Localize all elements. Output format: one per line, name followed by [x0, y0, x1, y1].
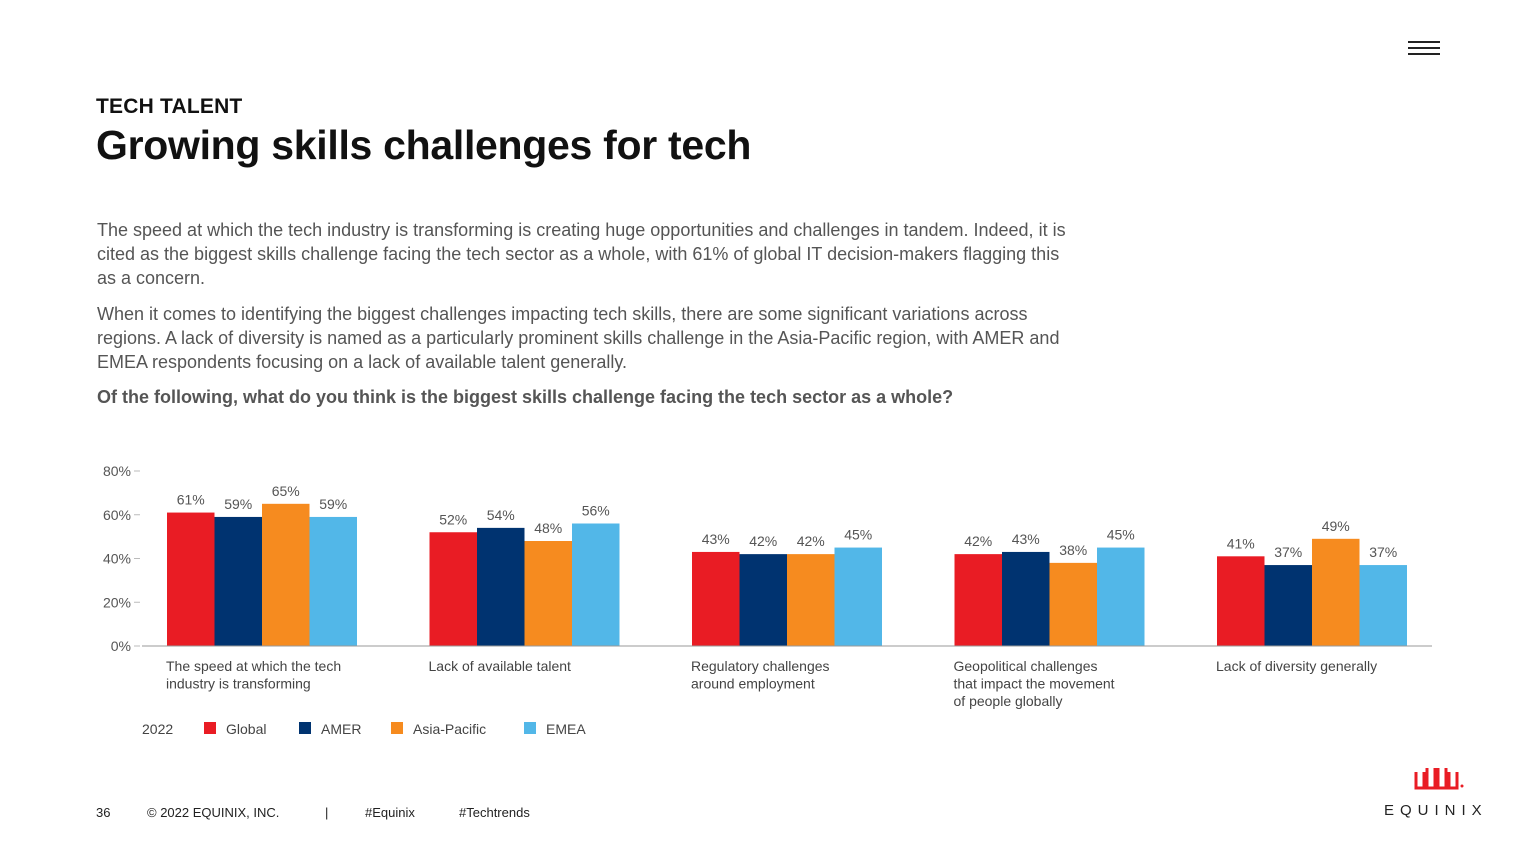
- bar-emea: [1359, 565, 1407, 646]
- hashtag-techtrends[interactable]: #Techtrends: [459, 805, 530, 820]
- category-label: Lack of available talent: [429, 658, 572, 674]
- category-label: Regulatory challenges: [691, 658, 830, 674]
- bar-emea: [834, 547, 882, 646]
- category-label: that impact the movement: [954, 676, 1115, 692]
- bar-global: [1217, 556, 1265, 646]
- bar-value-label: 38%: [1059, 542, 1087, 558]
- equinix-wordmark: EQUINIX: [1384, 802, 1488, 819]
- bar-value-label: 56%: [582, 503, 610, 519]
- bar-value-label: 45%: [844, 527, 872, 543]
- y-tick-label: 60%: [103, 507, 131, 523]
- bar-value-label: 42%: [797, 533, 825, 549]
- y-tick-label: 40%: [103, 551, 131, 567]
- y-tick-label: 80%: [103, 463, 131, 479]
- bar-value-label: 61%: [177, 492, 205, 508]
- bar-emea: [1097, 547, 1145, 646]
- category-label: Geopolitical challenges: [954, 658, 1098, 674]
- bar-value-label: 37%: [1369, 544, 1397, 560]
- bar-asia-pacific: [1312, 538, 1360, 646]
- bar-value-label: 48%: [534, 520, 562, 536]
- legend-swatch: [299, 722, 311, 734]
- intro-paragraph: The speed at which the tech industry is …: [97, 220, 1066, 288]
- bar-global: [429, 532, 477, 646]
- equinix-logo-icon: [1414, 768, 1464, 790]
- legend-swatch: [524, 722, 536, 734]
- bar-asia-pacific: [1049, 562, 1097, 646]
- bar-value-label: 59%: [319, 496, 347, 512]
- bar-value-label: 65%: [272, 483, 300, 499]
- regional-paragraph: When it comes to identifying the biggest…: [97, 304, 1060, 372]
- legend-label: AMER: [321, 721, 361, 737]
- bar-asia-pacific: [524, 541, 572, 646]
- bar-asia-pacific: [262, 503, 310, 646]
- bar-asia-pacific: [787, 554, 835, 646]
- bar-value-label: 43%: [702, 531, 730, 547]
- bar-amer: [1002, 551, 1050, 646]
- bar-value-label: 42%: [749, 533, 777, 549]
- bar-value-label: 42%: [964, 533, 992, 549]
- bar-global: [167, 512, 215, 646]
- bar-value-label: 43%: [1012, 531, 1040, 547]
- y-tick-label: 0%: [111, 638, 131, 654]
- legend-swatch: [391, 722, 403, 734]
- hashtag-equinix[interactable]: #Equinix: [365, 805, 415, 820]
- survey-question: Of the following, what do you think is t…: [97, 387, 954, 407]
- bar-global: [954, 554, 1002, 646]
- footer-separator: |: [325, 805, 329, 820]
- bar-amer: [739, 554, 787, 646]
- bar-value-label: 49%: [1322, 518, 1350, 534]
- page-number: 36: [96, 805, 111, 820]
- hamburger-menu-icon[interactable]: [1406, 38, 1442, 58]
- copyright: © 2022 EQUINIX, INC.: [147, 805, 280, 820]
- bar-global: [692, 551, 740, 646]
- bar-amer: [1264, 565, 1312, 646]
- bar-value-label: 37%: [1274, 544, 1302, 560]
- bar-value-label: 45%: [1107, 527, 1135, 543]
- legend-swatch: [204, 722, 216, 734]
- bar-amer: [214, 516, 262, 646]
- legend-label: EMEA: [546, 721, 586, 737]
- legend-title: 2022: [142, 721, 173, 737]
- bar-value-label: 41%: [1227, 535, 1255, 551]
- bar-value-label: 54%: [487, 507, 515, 523]
- page-title: Growing skills challenges for tech: [96, 122, 752, 168]
- category-label: Lack of diversity generally: [1216, 658, 1377, 674]
- bar-emea: [572, 523, 620, 646]
- bar-amer: [477, 527, 525, 646]
- section-kicker: TECH TALENT: [96, 95, 243, 118]
- y-tick-label: 20%: [103, 594, 131, 610]
- bar-value-label: 59%: [224, 496, 252, 512]
- category-label: The speed at which the tech: [166, 658, 341, 674]
- legend-label: Asia-Pacific: [413, 721, 486, 737]
- category-label: industry is transforming: [166, 676, 311, 692]
- bar-value-label: 52%: [439, 511, 467, 527]
- skills-challenge-bar-chart: 0% 20% 40% 60% 80% 61% 52% 43% 42% 41% 59% 54% 42% 43…: [103, 463, 1432, 737]
- bar-emea: [309, 516, 357, 646]
- category-label: of people globally: [954, 693, 1063, 709]
- legend-label: Global: [226, 721, 266, 737]
- category-label: around employment: [691, 676, 815, 692]
